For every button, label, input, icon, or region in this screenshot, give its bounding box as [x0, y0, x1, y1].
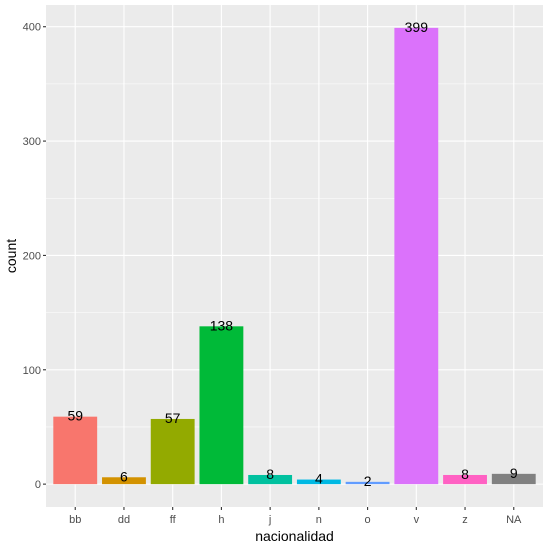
x-tick-label: dd: [118, 514, 130, 526]
bar-bb: [53, 416, 98, 485]
y-tick-label: 200: [23, 250, 41, 262]
bars: [53, 27, 536, 485]
bar-j: [248, 474, 293, 485]
y-tick-label: 400: [23, 22, 41, 34]
y-tick-label: 0: [35, 479, 41, 491]
data-label: 59: [67, 408, 83, 424]
bar-o: [345, 481, 390, 485]
y-tick-label: 300: [23, 136, 41, 148]
bar-v: [394, 27, 439, 485]
data-label: 9: [510, 465, 518, 481]
data-label: 399: [405, 19, 429, 35]
x-tick-label: o: [365, 514, 371, 526]
data-label: 57: [165, 410, 181, 426]
data-label: 8: [461, 466, 469, 482]
x-axis-title: nacionalidad: [255, 528, 334, 544]
bar-na: [491, 473, 536, 485]
data-label: 8: [266, 466, 274, 482]
data-label: 138: [210, 317, 234, 333]
data-label: 2: [364, 473, 372, 489]
data-label: 6: [120, 468, 128, 484]
bar-z: [443, 474, 487, 485]
data-labels: 59 6 57 138 8 4 2 399 8 9: [67, 19, 517, 489]
x-tick-label: n: [316, 514, 322, 526]
x-tick-label: z: [462, 514, 468, 526]
x-tick-label: bb: [69, 514, 81, 526]
x-tick-label: ff: [170, 514, 177, 526]
x-tick-label: v: [414, 514, 420, 526]
x-tick-label: h: [218, 514, 224, 526]
y-axis: 0 100 200 300 400: [23, 22, 46, 491]
x-tick-label: j: [268, 514, 271, 526]
y-tick-label: 100: [23, 365, 41, 377]
bar-h: [199, 326, 244, 485]
bar-n: [296, 479, 341, 485]
data-label: 4: [315, 471, 323, 487]
plot-panel: [46, 5, 543, 507]
bar-ff: [150, 418, 195, 485]
x-tick-label: NA: [506, 514, 522, 526]
x-axis: bb dd ff h j n o v z NA: [69, 507, 522, 526]
bar-dd: [102, 477, 146, 485]
y-axis-title: count: [3, 239, 19, 273]
